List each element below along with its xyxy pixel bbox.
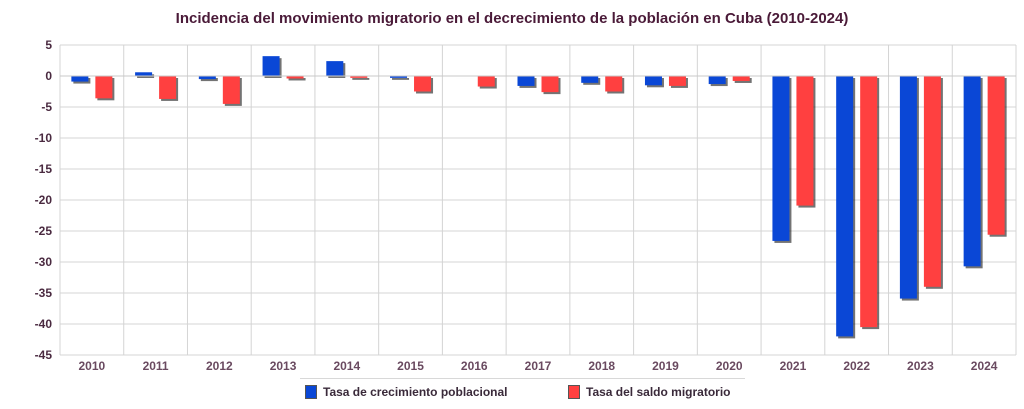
bar-crecimiento-2023 — [899, 76, 917, 299]
y-tick-label: -5 — [41, 100, 52, 114]
legend-item-crecimiento: Tasa de crecimiento poblacional — [305, 382, 508, 402]
bar-saldo-2024 — [987, 76, 1005, 235]
x-tick-label: 2016 — [461, 359, 488, 373]
bar-crecimiento-2024 — [963, 76, 981, 267]
bar-saldo-2022 — [860, 76, 878, 328]
y-tick-label: -45 — [35, 348, 53, 362]
y-tick-label: -15 — [35, 162, 53, 176]
bar-saldo-2010 — [95, 76, 113, 99]
bar-crecimiento-2019 — [644, 76, 662, 86]
bar-saldo-2015 — [414, 76, 432, 92]
bar-crecimiento-2018 — [581, 76, 599, 83]
x-tick-label: 2021 — [780, 359, 807, 373]
bar-saldo-2020 — [732, 76, 750, 81]
x-tick-label: 2020 — [716, 359, 743, 373]
x-tick-label: 2022 — [843, 359, 870, 373]
chart-title: Incidencia del movimiento migratorio en … — [175, 10, 849, 27]
bar-saldo-2012 — [222, 76, 240, 104]
bar-shadow — [288, 78, 306, 81]
bar-crecimiento-2012 — [198, 76, 216, 80]
x-tick-label: 2013 — [270, 359, 297, 373]
bar-shadow — [352, 78, 370, 80]
y-tick-label: -35 — [35, 286, 53, 300]
legend-swatch-saldo — [568, 385, 580, 399]
bar-saldo-2013 — [286, 76, 304, 79]
x-tick-label: 2018 — [588, 359, 615, 373]
x-tick-label: 2011 — [143, 359, 169, 373]
y-tick-label: -20 — [35, 193, 53, 207]
bar-crecimiento-2013 — [262, 56, 280, 76]
bar-saldo-2017 — [541, 76, 559, 93]
bar-crecimiento-2022 — [836, 76, 854, 337]
bar-crecimiento-2020 — [708, 76, 726, 85]
legend-label-saldo: Tasa del saldo migratorio — [586, 385, 731, 399]
bar-saldo-2016 — [477, 76, 495, 87]
y-tick-label: -40 — [35, 317, 53, 331]
x-tick-label: 2010 — [79, 359, 106, 373]
bar-crecimiento-2015 — [390, 76, 408, 78]
x-tick-label: 2024 — [971, 359, 998, 373]
legend-item-saldo: Tasa del saldo migratorio — [568, 382, 730, 402]
y-tick-label: -30 — [35, 255, 53, 269]
bar-shadow — [200, 78, 218, 82]
x-tick-label: 2017 — [525, 359, 552, 373]
x-tick-label: 2015 — [397, 359, 424, 373]
bar-crecimiento-2010 — [71, 76, 89, 82]
bar-saldo-2021 — [796, 76, 814, 206]
x-tick-label: 2019 — [652, 359, 679, 373]
y-tick-label: -10 — [35, 131, 53, 145]
y-tick-label: -25 — [35, 224, 53, 238]
bar-saldo-2018 — [605, 76, 623, 92]
x-tick-label: 2012 — [206, 359, 233, 373]
bar-saldo-2011 — [159, 76, 177, 99]
legend-swatch-crecimiento — [305, 385, 317, 399]
bar-saldo-2019 — [668, 76, 686, 86]
legend-label-crecimiento: Tasa de crecimiento poblacional — [323, 385, 508, 399]
y-tick-label: 5 — [45, 38, 52, 52]
bar-shadow — [392, 78, 410, 80]
y-tick-label: 0 — [45, 69, 52, 83]
legend-divider — [300, 378, 745, 379]
bar-crecimiento-2014 — [326, 61, 344, 76]
bar-saldo-2014 — [350, 76, 368, 78]
bar-crecimiento-2017 — [517, 76, 535, 86]
bar-crecimiento-2011 — [135, 72, 153, 76]
bar-saldo-2023 — [923, 76, 941, 287]
bar-crecimiento-2021 — [772, 76, 790, 241]
x-tick-label: 2023 — [907, 359, 934, 373]
x-tick-label: 2014 — [333, 359, 360, 373]
